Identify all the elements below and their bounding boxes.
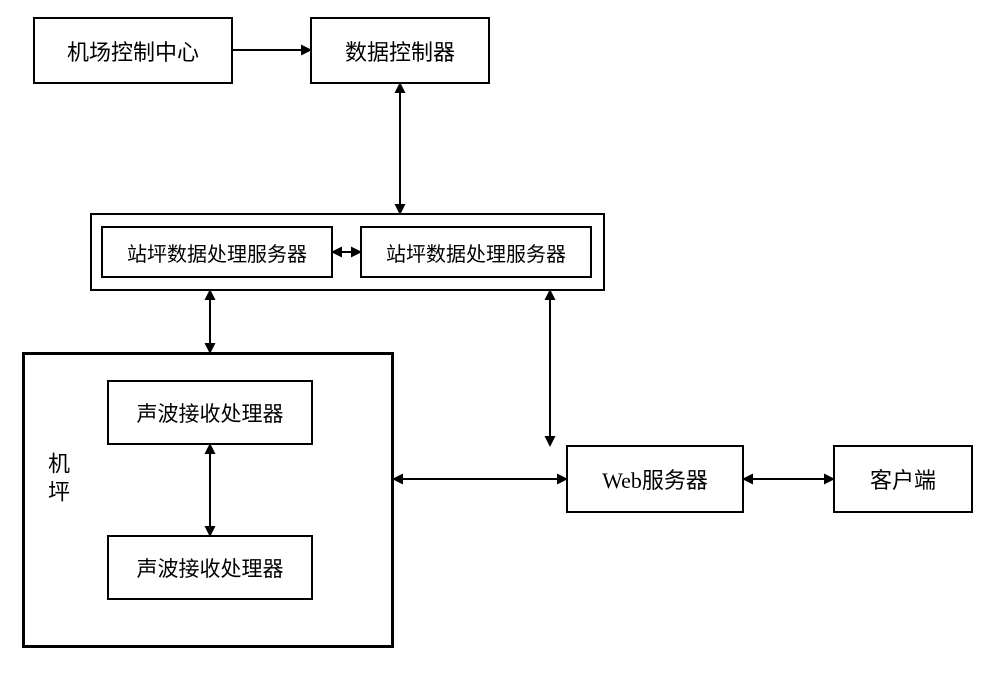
label: 站坪数据处理服务器 <box>127 238 307 267</box>
node-data-controller: 数据控制器 <box>310 17 490 84</box>
label: 站坪数据处理服务器 <box>386 238 566 267</box>
node-web-server: Web服务器 <box>566 445 744 513</box>
label: 机坪 <box>41 452 73 508</box>
label: 数据控制器 <box>345 35 455 67</box>
node-sound-a: 声波接收处理器 <box>107 380 313 445</box>
node-client: 客户端 <box>833 445 973 513</box>
label: 声波接收处理器 <box>137 398 284 428</box>
label: 声波接收处理器 <box>137 553 284 583</box>
label: 客户端 <box>870 463 936 495</box>
node-server-b: 站坪数据处理服务器 <box>360 226 592 278</box>
node-server-a: 站坪数据处理服务器 <box>101 226 333 278</box>
label: 机场控制中心 <box>67 35 199 67</box>
label: Web服务器 <box>602 463 708 495</box>
apron-label: 机坪 <box>42 430 72 530</box>
node-sound-b: 声波接收处理器 <box>107 535 313 600</box>
node-airport-control: 机场控制中心 <box>33 17 233 84</box>
